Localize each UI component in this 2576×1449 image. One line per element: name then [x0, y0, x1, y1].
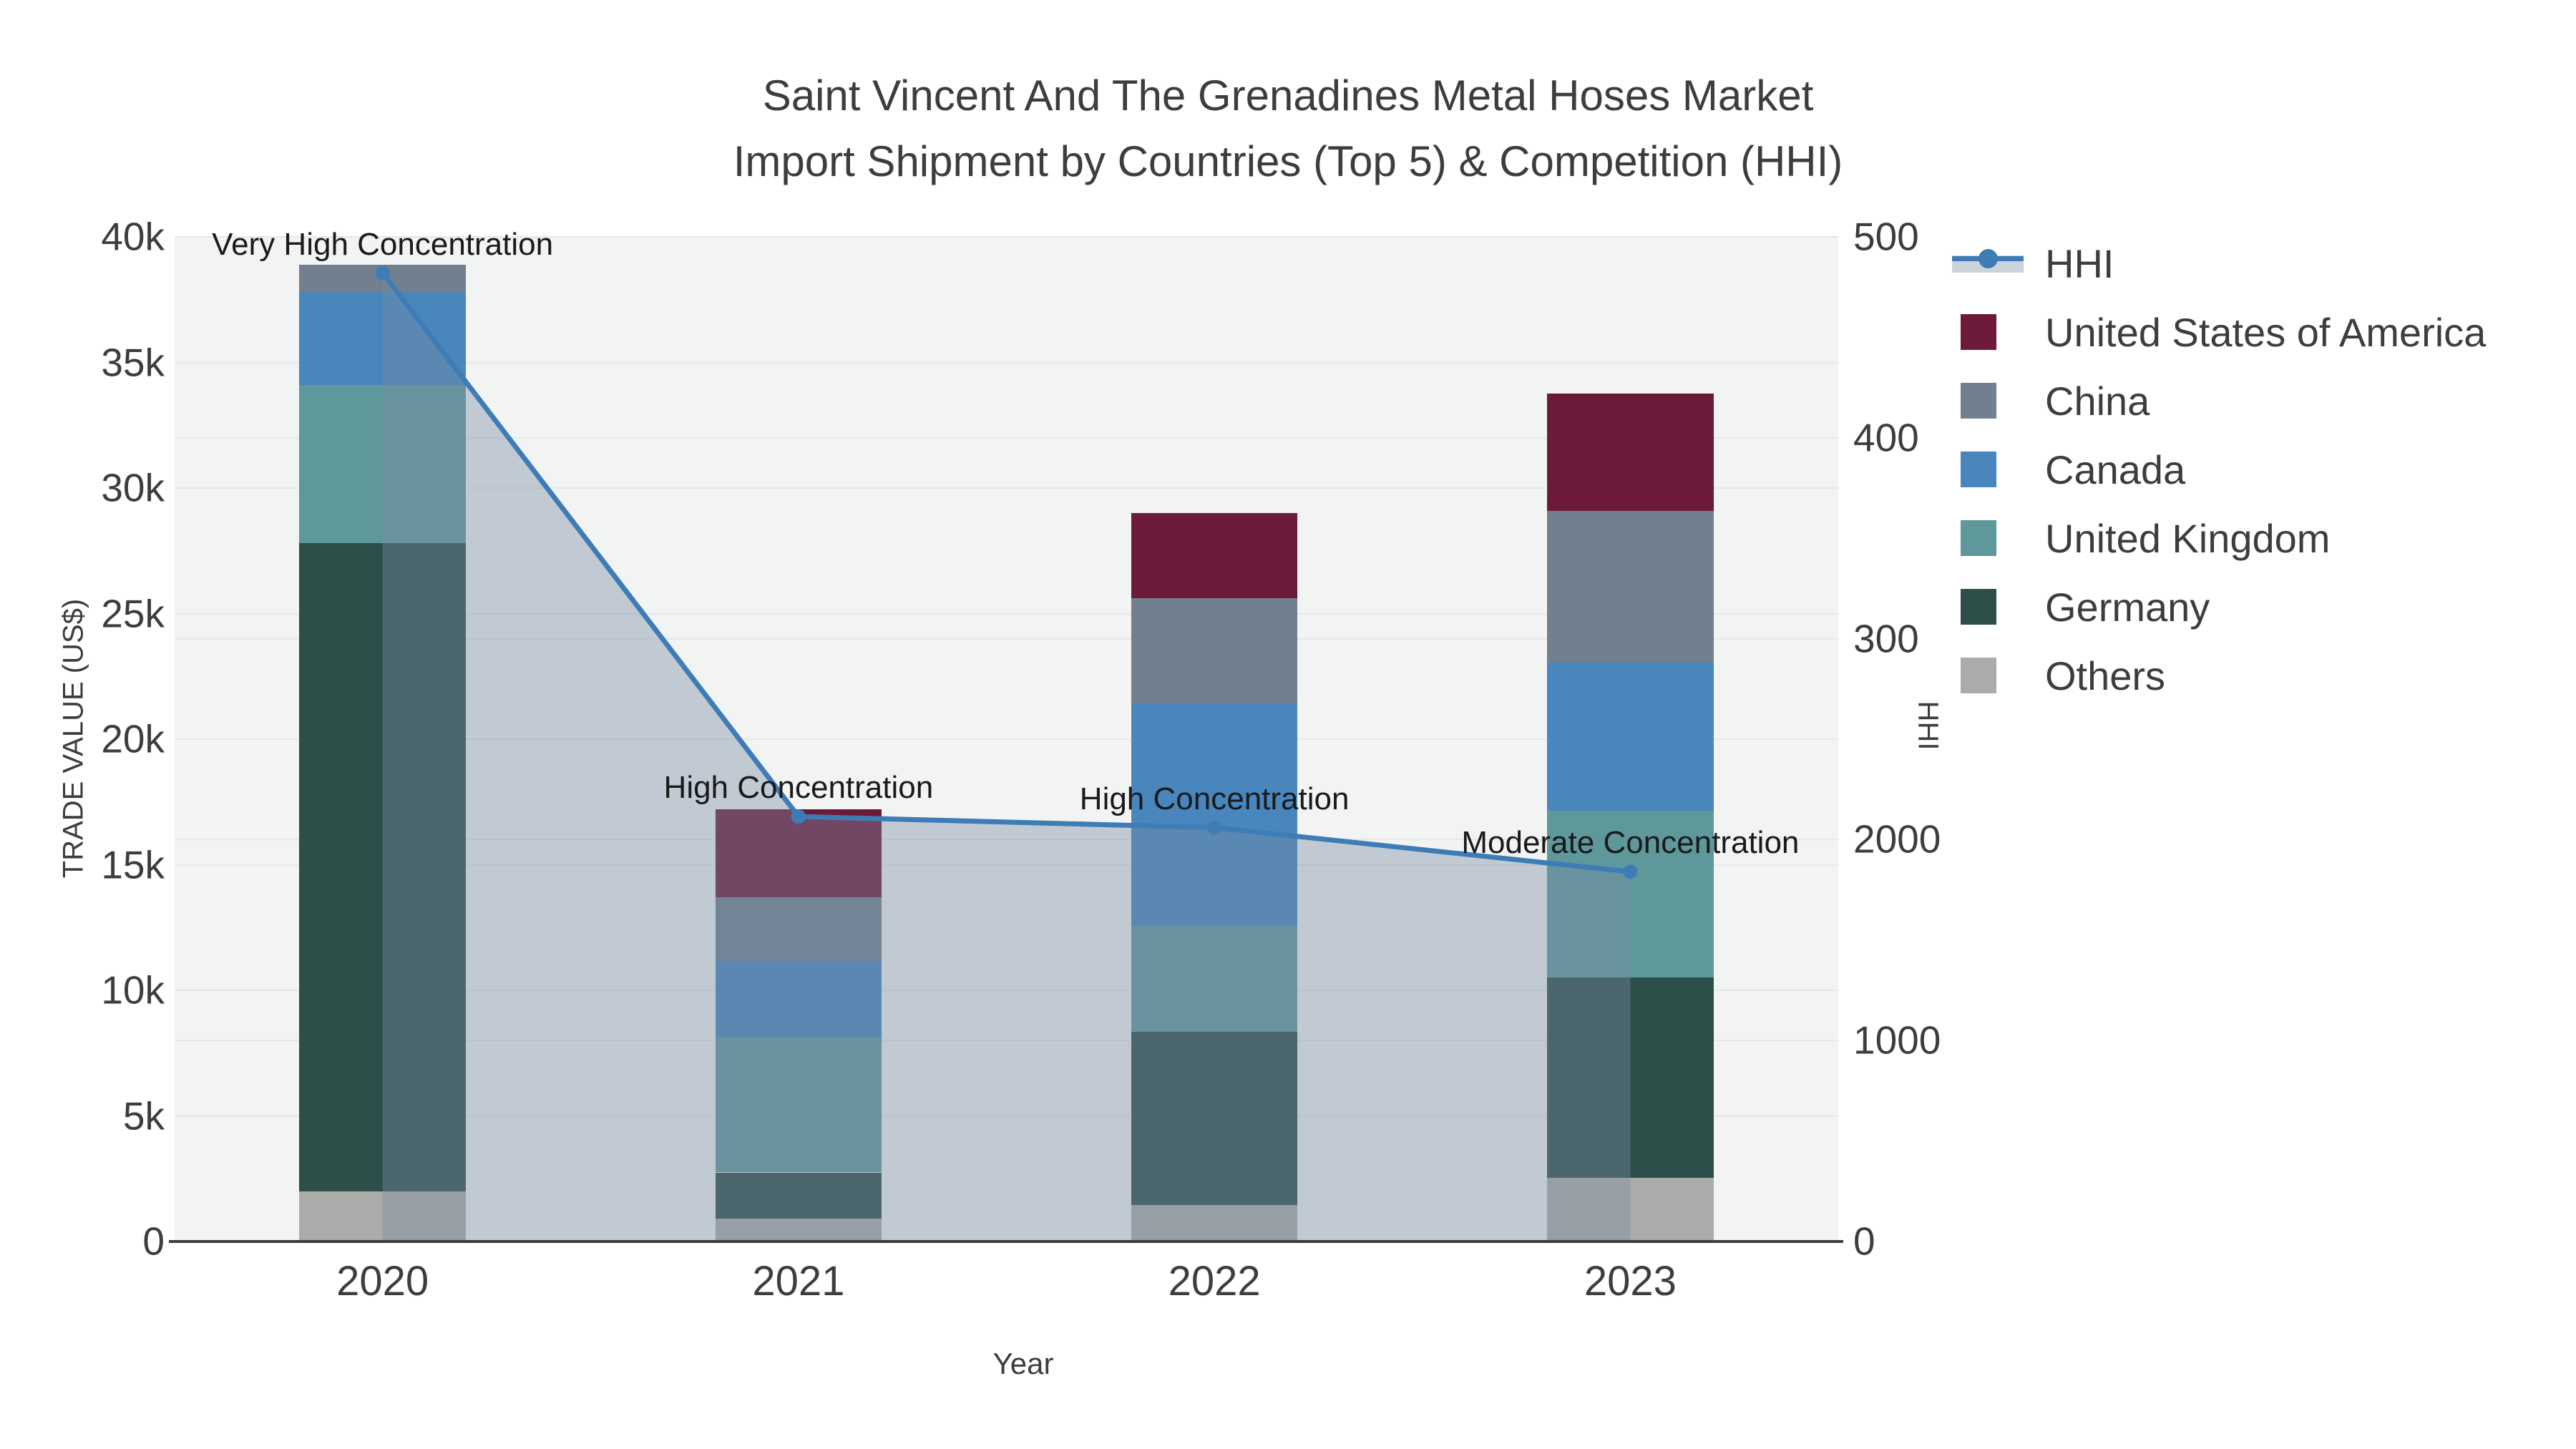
legend-item-others[interactable]: Others	[1952, 641, 2165, 710]
chart-title-line1: Saint Vincent And The Grenadines Metal H…	[762, 72, 1814, 119]
legend-swatch-icon	[1952, 585, 2024, 628]
legend-label: United States of America	[2045, 309, 2487, 355]
hhi-line-icon	[1952, 242, 2024, 285]
legend-label: China	[2045, 378, 2150, 424]
bar-segment-china-2022[interactable]	[1131, 598, 1298, 704]
bar-segment-canada-2023[interactable]	[1547, 662, 1714, 811]
bar-segment-others-2023[interactable]	[1547, 1177, 1714, 1241]
y-axis-left-tick-label: 35k	[101, 340, 165, 384]
bar-segment-germany-2020[interactable]	[299, 543, 466, 1191]
legend-item-hhi[interactable]: HHI	[1952, 229, 2114, 298]
legend-swatch-icon	[1952, 311, 2024, 353]
bar-segment-canada-2020[interactable]	[299, 292, 466, 386]
bar-segment-germany-2021[interactable]	[715, 1172, 882, 1219]
legend-label: HHI	[2045, 240, 2114, 286]
legend-marker-dot	[1979, 249, 1998, 268]
bar-segment-germany-2022[interactable]	[1131, 1031, 1298, 1206]
y-axis-left-title: TRADE VALUE (US$)	[57, 598, 89, 879]
annotation-very-high-concentration-2020: Very High Concentration	[212, 226, 554, 262]
legend-item-united-kingdom[interactable]: United Kingdom	[1952, 504, 2330, 572]
gridline	[175, 1040, 1838, 1041]
legend-label: Germany	[2045, 584, 2210, 630]
legend-swatch-china	[1961, 383, 1996, 419]
legend-swatch-germany	[1961, 589, 1996, 625]
plot-area	[175, 236, 1838, 1241]
bar-segment-united-states-of-america-2022[interactable]	[1131, 513, 1298, 599]
x-axis-tick-label-2021: 2021	[752, 1258, 845, 1304]
chart-title-line2: Import Shipment by Countries (Top 5) & C…	[733, 137, 1843, 185]
legend-label: United Kingdom	[2045, 515, 2331, 561]
bar-segment-united-kingdom-2021[interactable]	[715, 1036, 882, 1173]
bar-segment-united-kingdom-2022[interactable]	[1131, 924, 1298, 1032]
y-axis-left-tick-label: 5k	[122, 1093, 165, 1138]
legend-swatch-icon	[1952, 654, 2024, 697]
x-axis-tick-label-2022: 2022	[1168, 1258, 1261, 1304]
y-axis-right-tick-label: 300	[1853, 616, 1919, 661]
x-axis-tick-label-2023: 2023	[1584, 1258, 1677, 1304]
y-axis-right-tick-label: 400	[1853, 415, 1919, 460]
y-axis-left-tick-label: 25k	[101, 591, 165, 635]
bar-segment-united-states-of-america-2023[interactable]	[1547, 394, 1714, 511]
bar-segment-others-2022[interactable]	[1131, 1205, 1298, 1241]
legend-swatch-icon	[1952, 517, 2024, 560]
y-axis-left-tick-label: 10k	[101, 967, 165, 1013]
x-axis-title: Year	[992, 1347, 1054, 1380]
legend-swatch-united-kingdom	[1961, 520, 1996, 556]
legend-swatch-united-states-of-america	[1961, 314, 1996, 350]
y-axis-right-tick-label: 1000	[1853, 1018, 1941, 1063]
y-axis-left-tick-label: 0	[142, 1219, 165, 1264]
bar-segment-others-2021[interactable]	[715, 1219, 882, 1241]
y-axis-left-tick-label: 20k	[101, 716, 165, 761]
bar-segment-united-kingdom-2020[interactable]	[299, 385, 466, 544]
x-axis-tick-label-2020: 2020	[336, 1258, 429, 1304]
y-axis-right-tick-label: 0	[1853, 1219, 1875, 1264]
bar-segment-canada-2021[interactable]	[715, 961, 882, 1037]
x-axis-line	[169, 1240, 1843, 1243]
legend-item-germany[interactable]: Germany	[1952, 572, 2210, 641]
hhi-area-fill	[382, 273, 1631, 1241]
annotation-moderate-concentration-2023: Moderate Concentration	[1461, 825, 1800, 861]
y-axis-left-tick-label: 30k	[101, 465, 165, 510]
annotation-high-concentration-2021: High Concentration	[663, 770, 934, 806]
y-axis-left-tick-label: 15k	[101, 842, 165, 887]
bar-segment-germany-2023[interactable]	[1547, 977, 1714, 1178]
y-axis-right-tick-label: 500	[1853, 214, 1919, 259]
gridline	[175, 1116, 1838, 1117]
y-axis-left-tick-label: 40k	[101, 214, 165, 259]
legend-label: Canada	[2045, 447, 2186, 492]
bar-segment-united-states-of-america-2021[interactable]	[715, 809, 882, 898]
legend-swatch-icon	[1952, 379, 2024, 422]
legend-item-china[interactable]: China	[1952, 366, 2150, 435]
gridline	[175, 990, 1838, 991]
y-axis-right-title: HHI	[1912, 701, 1944, 751]
legend-label: Others	[2045, 653, 2166, 698]
bar-segment-others-2020[interactable]	[299, 1191, 466, 1241]
legend-item-canada[interactable]: Canada	[1952, 435, 2185, 504]
bar-segment-china-2021[interactable]	[715, 897, 882, 962]
legend-swatch-canada	[1961, 452, 1996, 487]
chart-title: Saint Vincent And The Grenadines Metal H…	[733, 63, 1843, 195]
bar-segment-china-2020[interactable]	[299, 264, 466, 293]
annotation-high-concentration-2022: High Concentration	[1079, 781, 1350, 816]
legend-item-united-states-of-america[interactable]: United States of America	[1952, 298, 2486, 366]
gridline	[175, 236, 1838, 238]
bar-segment-china-2023[interactable]	[1547, 510, 1714, 663]
legend-swatch-icon	[1952, 448, 2024, 491]
legend-swatch-others	[1961, 658, 1996, 693]
y-axis-right-tick-label: 2000	[1853, 816, 1941, 862]
